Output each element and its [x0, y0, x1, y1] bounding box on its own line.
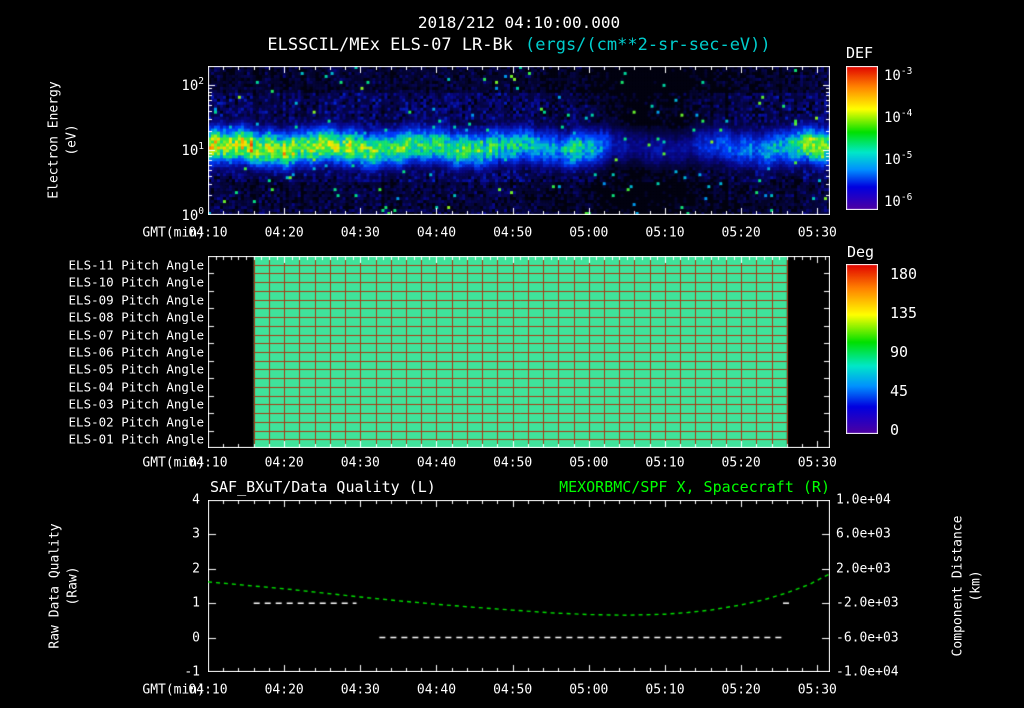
x-tick-label: 04:20 — [264, 682, 304, 698]
bottom-left-tick-label: 3 — [192, 526, 200, 542]
deg-colorbar-tick-label: 180 — [890, 265, 918, 283]
electron-energy-units: (eV) — [64, 124, 79, 156]
deg-colorbar-title: Deg — [847, 243, 875, 261]
x-tick-label: 04:20 — [264, 455, 304, 471]
bottom-left-tick-label: 4 — [192, 492, 200, 508]
deg-colorbar-tick-label: 45 — [890, 382, 909, 400]
bottom-right-tick-label: 6.0e+03 — [836, 526, 891, 542]
bottom-right-tick-label: -6.0e+03 — [836, 630, 899, 646]
pitch-row-label: ELS-09 Pitch Angle — [68, 292, 204, 308]
pitch-row-label: ELS-07 Pitch Angle — [68, 327, 204, 343]
def-colorbar-tick-label: 10-4 — [884, 108, 913, 126]
raw-data-quality-units: (Raw) — [65, 566, 80, 606]
spectrogram-y-tick-label: 100 — [181, 206, 204, 224]
x-tick-label: 05:30 — [797, 682, 837, 698]
x-tick-label: 04:30 — [340, 225, 380, 241]
x-tick-label: 04:10 — [188, 682, 228, 698]
def-colorbar-tick-label: 10-5 — [884, 150, 913, 168]
x-axis-title: GMT(min) — [142, 455, 205, 471]
bottom-right-y-axis-title: Component Distance (km) — [949, 516, 984, 657]
def-colorbar — [846, 66, 878, 210]
pitch-row-label: ELS-04 Pitch Angle — [68, 379, 204, 395]
x-tick-label: 05:30 — [797, 455, 837, 471]
def-colorbar-tick-label: 10-6 — [884, 192, 913, 210]
bottom-right-tick-label: 1.0e+04 — [836, 492, 891, 508]
quality-distance-plot — [208, 500, 830, 672]
pitch-row-label: ELS-06 Pitch Angle — [68, 344, 204, 360]
x-tick-label: 05:10 — [645, 455, 685, 471]
x-tick-label: 05:20 — [721, 455, 761, 471]
x-tick-label: 05:10 — [645, 682, 685, 698]
x-axis-title: GMT(min) — [142, 682, 205, 698]
x-tick-label: 04:40 — [416, 682, 457, 698]
deg-colorbar-tick-label: 135 — [890, 304, 918, 322]
x-axis-title: GMT(min) — [142, 225, 205, 241]
def-colorbar-title: DEF — [846, 44, 874, 62]
electron-energy-label: Electron Energy — [46, 81, 62, 199]
deg-colorbar-tick-label: 90 — [890, 343, 909, 361]
component-distance-label: Component Distance — [950, 515, 966, 657]
bottom-left-tick-label: 2 — [192, 561, 200, 577]
pitch-row-label: ELS-01 Pitch Angle — [68, 431, 204, 447]
x-tick-label: 05:00 — [569, 225, 609, 241]
x-tick-label: 04:10 — [188, 225, 228, 241]
x-tick-label: 04:40 — [416, 455, 457, 471]
bottom-left-y-axis-title: Raw Data Quality (Raw) — [46, 523, 81, 648]
def-colorbar-tick-label: 10-3 — [884, 66, 913, 84]
bottom-right-tick-label: -2.0e+03 — [836, 595, 899, 611]
x-tick-label: 05:00 — [569, 682, 609, 698]
x-tick-label: 05:10 — [645, 225, 685, 241]
pitch-row-label: ELS-03 Pitch Angle — [68, 396, 204, 412]
plot-subtitle: ELSSCIL/MEx ELS-07 LR-Bk (ergs/(cm**2-sr-… — [267, 35, 770, 55]
electron-spectrogram-plot — [208, 66, 830, 215]
x-tick-label: 04:40 — [416, 225, 457, 241]
spectrogram-y-tick-label: 102 — [181, 76, 204, 95]
pitch-row-label: ELS-08 Pitch Angle — [68, 309, 204, 325]
deg-colorbar — [846, 264, 878, 434]
x-tick-label: 05:30 — [797, 225, 837, 241]
x-tick-label: 05:20 — [721, 682, 761, 698]
spectrogram-y-axis-title: Electron Energy (eV) — [45, 81, 80, 198]
bottom-right-tick-label: -1.0e+04 — [836, 664, 899, 680]
x-tick-label: 05:00 — [569, 455, 609, 471]
pitch-row-label: ELS-10 Pitch Angle — [68, 274, 204, 290]
raw-data-quality-label: Raw Data Quality — [47, 523, 63, 649]
x-tick-label: 04:10 — [188, 455, 228, 471]
deg-colorbar-tick-label: 0 — [890, 421, 900, 439]
x-tick-label: 04:30 — [340, 455, 380, 471]
x-tick-label: 05:20 — [721, 225, 761, 241]
pitch-angle-grid-plot — [208, 256, 830, 448]
component-distance-units: (km) — [968, 570, 983, 602]
x-tick-label: 04:30 — [340, 682, 380, 698]
pitch-row-label: ELS-11 Pitch Angle — [68, 257, 204, 273]
pitch-row-label: ELS-02 Pitch Angle — [68, 414, 204, 430]
bottom-right-tick-label: 2.0e+03 — [836, 561, 891, 577]
bottom-panel-right-title: MEXORBMC/SPF X, Spacecraft (R) — [559, 478, 830, 496]
page-title: 2018/212 04:10:00.000 — [417, 13, 621, 32]
subtitle-units: (ergs/(cm**2-sr-sec-eV)) — [525, 35, 771, 55]
x-tick-label: 04:50 — [493, 682, 533, 698]
bottom-panel-left-title: SAF_BXuT/Data Quality (L) — [210, 478, 436, 496]
bottom-left-tick-label: -1 — [184, 664, 200, 680]
x-tick-label: 04:50 — [493, 225, 533, 241]
pitch-row-label: ELS-05 Pitch Angle — [68, 361, 204, 377]
x-tick-label: 04:20 — [264, 225, 304, 241]
bottom-left-tick-label: 0 — [192, 630, 200, 646]
x-tick-label: 04:50 — [493, 455, 533, 471]
bottom-left-tick-label: 1 — [192, 595, 200, 611]
subtitle-instrument: ELSSCIL/MEx ELS-07 LR-Bk — [267, 35, 513, 55]
spectrogram-y-tick-label: 101 — [181, 141, 204, 160]
